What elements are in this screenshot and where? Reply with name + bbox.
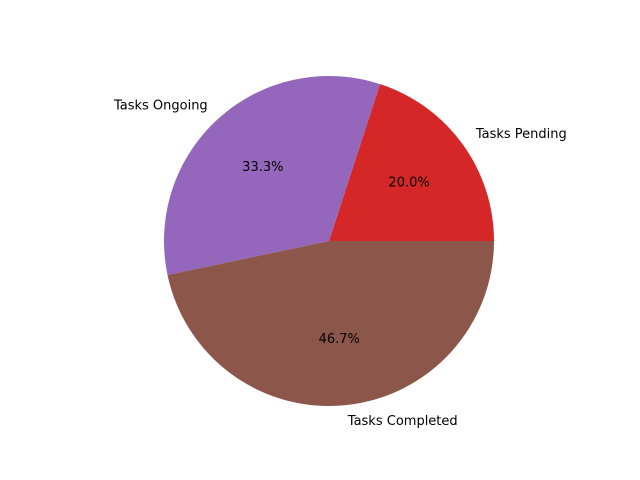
slice-label: Tasks Pending [475,127,567,142]
pie-slice-tasks-pending [329,84,494,241]
pie-slice-tasks-completed [167,241,494,406]
slice-percentage-label: 46.7% [319,332,360,347]
slice-label: Tasks Completed [347,414,458,429]
pie-slice-tasks-ongoing [163,76,380,275]
slice-label: Tasks Ongoing [113,98,208,113]
slice-percentage-label: 20.0% [388,175,429,190]
slice-percentage-label: 33.3% [242,160,283,175]
pie-slices [163,76,494,406]
pie-labels: Tasks Pending 20.0% Tasks Ongoing 33.3% Task… [113,98,567,429]
